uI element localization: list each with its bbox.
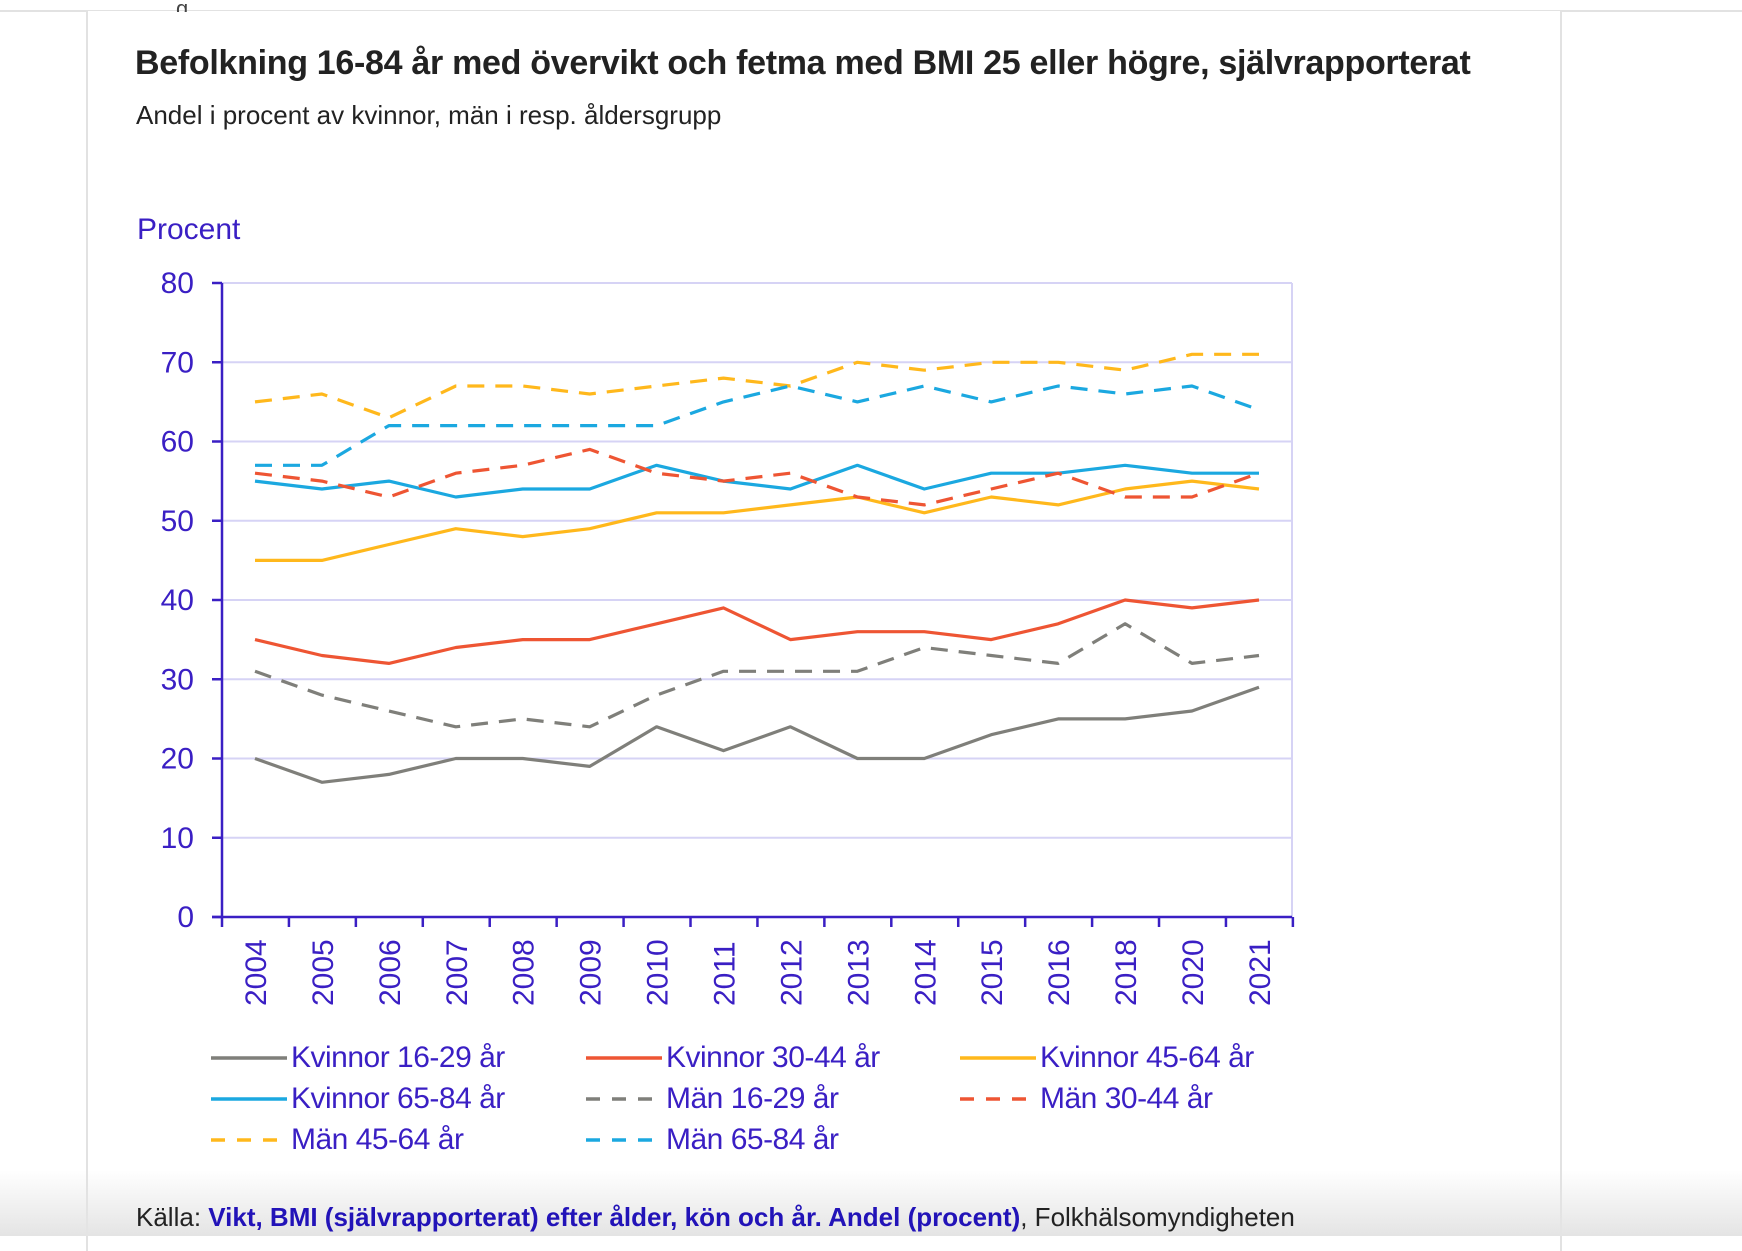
legend-swatch [211,1097,287,1101]
legend-item: Kvinnor 45-64 år [960,1040,1254,1076]
x-tick-label: 2014 [909,939,942,1006]
legend-label: Män 30-44 år [1040,1082,1213,1115]
page-subtitle: Andel i procent av kvinnor, män i resp. … [136,100,722,130]
legend-swatch [586,1056,662,1060]
x-tick-label: 2018 [1110,939,1143,1006]
page-title: Befolkning 16-84 år med övervikt och fet… [135,44,1471,82]
x-tick-label: 2010 [642,939,675,1006]
legend-label: Kvinnor 65-84 år [291,1082,505,1115]
x-tick-label: 2015 [976,939,1009,1006]
legend-item: Kvinnor 16-29 år [211,1040,505,1076]
legend-label: Män 65-84 år [666,1123,839,1156]
legend-label: Män 16-29 år [666,1082,839,1115]
content-card [86,11,1562,1251]
y-tick-label: 20 [161,743,194,776]
legend-swatch [211,1056,287,1060]
x-tick-label: 2012 [775,939,808,1006]
legend-swatch [586,1097,662,1101]
x-tick-label: 2004 [240,939,273,1006]
source-suffix: , Folkhälsomyndigheten [1020,1202,1295,1232]
y-tick-label: 30 [161,663,194,696]
x-tick-label: 2008 [508,939,541,1006]
x-tick-label: 2007 [441,939,474,1006]
y-tick-label: 80 [161,267,194,300]
legend-label: Kvinnor 30-44 år [666,1041,880,1074]
series-line-5 [254,447,1260,507]
source-prefix: Källa: [136,1202,209,1232]
x-tick-label: 2021 [1244,939,1277,1006]
legend-label: Kvinnor 16-29 år [291,1041,505,1074]
legend-swatch [960,1056,1036,1060]
clipped-text-fragment: g [176,0,188,12]
legend-item: Kvinnor 65-84 år [211,1081,505,1117]
y-tick-label: 50 [161,505,194,538]
source-link[interactable]: Vikt, BMI (självrapporterat) efter ålder… [208,1202,1021,1232]
series-line-3 [254,463,1259,499]
y-tick-label: 0 [177,901,194,934]
x-tick-label: 2005 [307,939,340,1006]
series-line-6 [254,352,1259,420]
x-tick-label: 2009 [575,939,608,1006]
y-axis-label: Procent [137,213,241,246]
y-tick-label: 70 [161,346,194,379]
legend-label: Kvinnor 45-64 år [1040,1041,1254,1074]
x-tick-label: 2011 [709,941,742,1006]
series-line-2 [255,479,1260,563]
x-tick-label: 2016 [1043,939,1076,1006]
legend-item: Män 65-84 år [586,1122,839,1158]
series-line-0 [254,685,1260,784]
x-tick-label: 2020 [1177,939,1210,1006]
series-line-7 [255,384,1260,467]
series-line-1 [254,598,1260,666]
legend-swatch [211,1138,287,1142]
legend-swatch [586,1138,662,1142]
legend-item: Män 30-44 år [960,1081,1213,1117]
y-tick-label: 40 [161,584,194,617]
source-line: Källa: Vikt, BMI (självrapporterat) efte… [136,1202,1295,1233]
legend-item: Kvinnor 30-44 år [586,1040,880,1076]
legend-item: Män 16-29 år [586,1081,839,1117]
legend-swatch [960,1097,1036,1101]
legend-label: Män 45-64 år [291,1123,464,1156]
x-tick-label: 2013 [842,939,875,1006]
series-line-4 [254,622,1260,729]
legend-item: Män 45-64 år [211,1122,464,1158]
y-tick-label: 60 [161,426,194,459]
x-tick-label: 2006 [374,939,407,1006]
y-tick-label: 10 [161,822,194,855]
